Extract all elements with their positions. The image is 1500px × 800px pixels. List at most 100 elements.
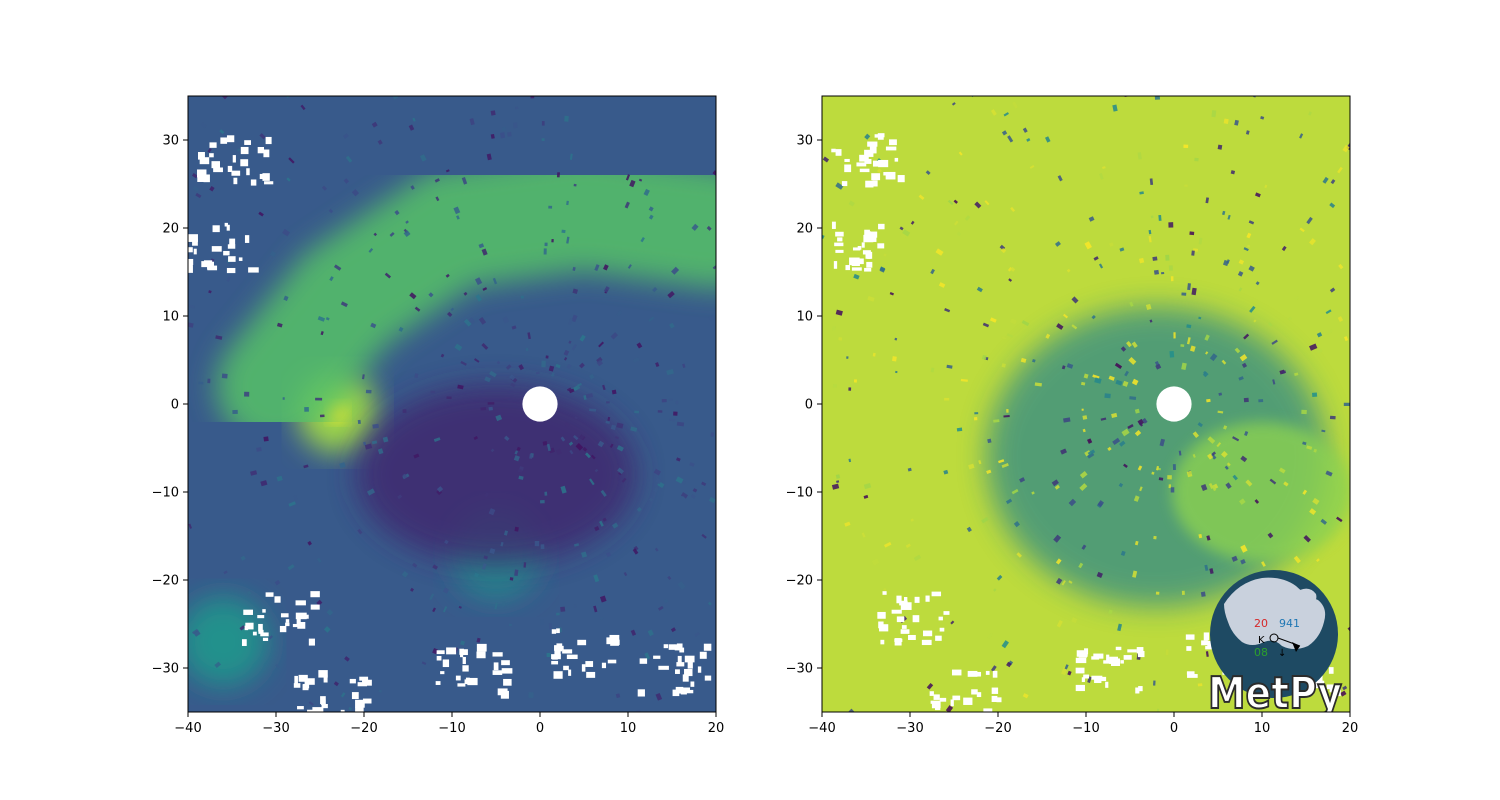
echo-speckle: [487, 402, 495, 405]
echo-speckle: [514, 526, 519, 532]
echo-speckle: [1159, 438, 1165, 447]
echo-speckle: [563, 357, 568, 361]
echo-speckle: [1158, 214, 1162, 221]
echo-speckle: [572, 266, 576, 271]
echo-speckle: [648, 316, 655, 322]
echo-speckle: [1183, 144, 1189, 149]
echo-speckle: [244, 391, 250, 397]
echo-speckle: [1026, 137, 1031, 142]
echo-speckle: [1249, 305, 1256, 313]
echo-speckle: [402, 409, 407, 413]
echo-speckle: [1161, 271, 1165, 275]
echo-speckle: [1320, 518, 1328, 525]
echo-speckle: [1087, 438, 1093, 444]
missing-data-gap: [687, 661, 693, 669]
radar-center-gap: [1156, 386, 1192, 422]
echo-speckle: [1211, 110, 1217, 118]
echo-speckle: [1093, 256, 1099, 261]
echo-speckle: [508, 623, 512, 627]
echo-speckle: [563, 349, 570, 356]
missing-data-gap: [180, 267, 186, 270]
echo-speckle: [475, 294, 482, 302]
missing-data-gap: [835, 231, 844, 237]
echo-speckle: [951, 102, 956, 106]
missing-data-gap: [349, 678, 356, 684]
echo-speckle: [1145, 303, 1152, 310]
echo-speckle: [525, 347, 529, 352]
echo-speckle: [308, 204, 313, 209]
echo-speckle: [993, 588, 997, 592]
echo-speckle: [1137, 152, 1142, 160]
echo-speckle: [1189, 345, 1196, 352]
echo-speckle: [1267, 322, 1273, 327]
echo-speckle: [1148, 229, 1152, 235]
echo-speckle: [1294, 295, 1300, 301]
echo-speckle: [1338, 263, 1344, 270]
missing-data-gap: [279, 625, 287, 633]
missing-data-gap: [841, 181, 848, 187]
missing-data-gap: [563, 665, 569, 671]
echo-speckle: [647, 629, 654, 637]
missing-data-gap: [914, 596, 920, 603]
missing-data-gap: [991, 695, 998, 702]
missing-data-gap: [867, 141, 878, 147]
missing-data-gap: [939, 627, 945, 632]
echo-speckle: [889, 292, 894, 296]
missing-data-gap: [497, 688, 508, 696]
missing-data-gap: [1075, 684, 1085, 692]
missing-data-gap: [226, 135, 235, 143]
echo-speckle: [1165, 254, 1170, 261]
echo-speckle: [1123, 463, 1128, 469]
echo-speckle: [701, 533, 707, 539]
echo-speckle: [1239, 498, 1246, 505]
echo-speckle: [599, 520, 604, 527]
echo-speckle: [530, 96, 535, 99]
echo-speckle: [1192, 431, 1199, 439]
echo-speckle: [275, 663, 280, 669]
echo-speckle: [551, 238, 554, 243]
missing-data-gap: [297, 621, 306, 629]
echo-speckle: [1060, 448, 1068, 455]
echo-speckle: [673, 411, 678, 416]
echo-speckle: [1055, 577, 1063, 585]
echo-speckle: [1218, 392, 1223, 396]
missing-data-gap: [476, 643, 487, 652]
echo-speckle: [676, 457, 681, 462]
y-tick-label: 30: [162, 134, 179, 149]
missing-data-gap: [460, 653, 464, 658]
echo-speckle: [964, 215, 971, 221]
echo-speckle: [1189, 231, 1195, 236]
echo-speckle: [1336, 516, 1343, 523]
island-shape: [1300, 588, 1317, 604]
echo-speckle: [288, 501, 296, 507]
missing-data-gap: [955, 713, 965, 721]
echo-speckle: [1271, 339, 1278, 345]
echo-speckle: [473, 435, 479, 440]
echo-speckle: [269, 250, 277, 257]
missing-data-gap: [241, 639, 247, 646]
echo-speckle: [392, 96, 399, 100]
missing-data-gap: [896, 595, 902, 604]
echo-speckle: [409, 292, 417, 300]
echo-speckle: [667, 575, 672, 581]
echo-speckle: [384, 272, 392, 279]
echo-speckle: [1078, 562, 1084, 569]
missing-data-gap: [209, 153, 214, 158]
missing-data-gap: [1203, 632, 1210, 641]
echo-speckle: [648, 214, 654, 220]
echo-speckle: [605, 551, 612, 558]
missing-data-gap: [585, 661, 594, 667]
echo-speckle: [1150, 215, 1154, 219]
echo-speckle: [545, 355, 549, 359]
echo-speckle: [446, 396, 452, 400]
missing-data-gap: [959, 714, 966, 718]
echo-speckle: [1222, 210, 1226, 216]
echo-speckle: [300, 104, 306, 111]
echo-speckle: [1321, 429, 1326, 433]
echo-speckle: [1008, 278, 1013, 282]
echo-speckle: [574, 416, 578, 420]
echo-speckle: [286, 177, 291, 182]
x-tick-label: −40: [808, 721, 835, 736]
echo-speckle: [500, 541, 504, 547]
echo-speckle: [984, 200, 990, 206]
